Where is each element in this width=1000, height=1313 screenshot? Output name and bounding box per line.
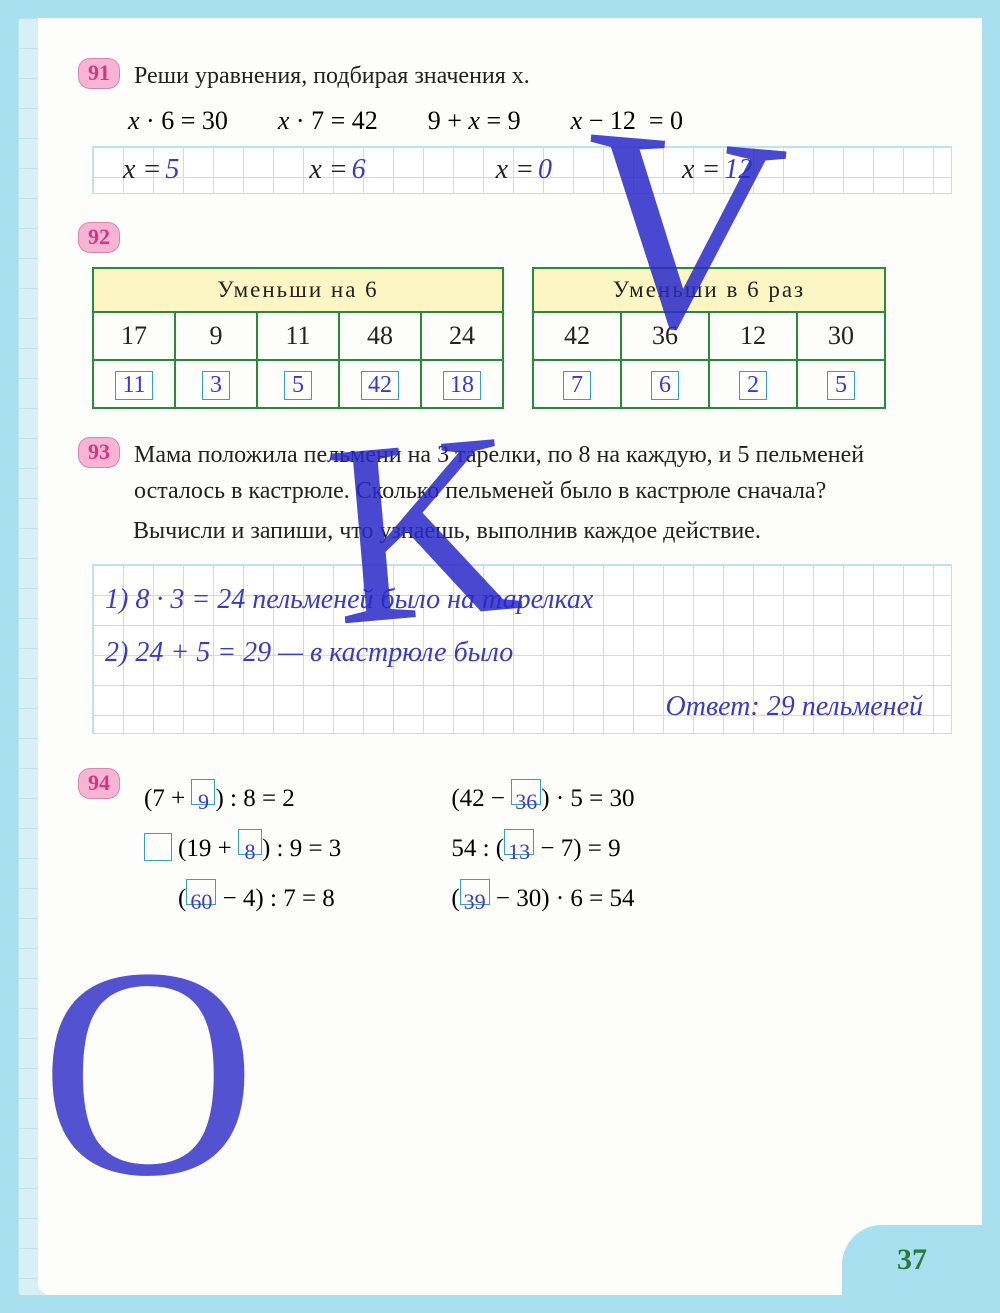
cell-answer: 5: [797, 360, 885, 408]
task91-prompt: Реши уравнения, подбирая значения x.: [134, 63, 530, 89]
checkbox-icon: [144, 833, 172, 861]
ans2: x = 6: [309, 154, 365, 186]
cell-answer: 5: [257, 360, 339, 408]
tables-row: Уменьши на 6 17 9 11 48 24 11 3 5 42 18: [92, 267, 952, 409]
expr: (19 + 8) : 9 = 3: [144, 824, 341, 874]
task94-left-col: (7 + 9) : 8 = 2 (19 + 8) : 9 = 3 (60 − 4…: [144, 774, 341, 924]
ans4: x = 12: [682, 154, 752, 186]
cell: 12: [709, 312, 797, 360]
task-text: Реши уравнения, подбирая значения x.: [134, 58, 938, 94]
task-93: 93 Мама положила пельмени на 3 тарелки, …: [78, 437, 952, 734]
cell: 11: [257, 312, 339, 360]
eq1: x · 6 = 30: [128, 106, 228, 136]
equation-row: x · 6 = 30 x · 7 = 42 9 + x = 9 x − 12 =…: [128, 106, 952, 136]
eq4: x − 12 = 0: [571, 106, 683, 136]
task-91: 91 Реши уравнения, подбирая значения x. …: [78, 58, 952, 194]
cell-answer: 42: [339, 360, 421, 408]
task94-right-col: (42 − 36) · 5 = 30 54 : (13 − 7) = 9 (39…: [451, 774, 634, 924]
work-line-3: Ответ: 29 пельменей: [105, 680, 943, 733]
cell: 30: [797, 312, 885, 360]
work-line-2: 2) 24 + 5 = 29 — в кастрюле было: [105, 626, 943, 679]
cell-answer: 6: [621, 360, 709, 408]
task-text: Мама положила пельмени на 3 тарелки, по …: [134, 437, 938, 509]
table-divide-6: Уменьши в 6 раз 42 36 12 30 7 6 2 5: [532, 267, 886, 409]
cell-answer: 7: [533, 360, 621, 408]
cell-answer: 18: [421, 360, 503, 408]
work-line-1: 1) 8 · 3 = 24 пельменей было на тарелках: [105, 573, 943, 626]
expr: 54 : (13 − 7) = 9: [451, 824, 634, 874]
cell-answer: 11: [93, 360, 175, 408]
answer-strip: x = 5 x = 6 x = 0 x = 12: [92, 146, 952, 194]
ans3: x = 0: [496, 154, 552, 186]
page-number: 37: [897, 1243, 927, 1277]
eq3: 9 + x = 9: [428, 106, 521, 136]
expr: (60 − 4) : 7 = 8: [144, 874, 341, 924]
eq2: x · 7 = 42: [278, 106, 378, 136]
ans1: x = 5: [123, 154, 179, 186]
task94-columns: (7 + 9) : 8 = 2 (19 + 8) : 9 = 3 (60 − 4…: [144, 774, 635, 924]
page-number-corner: 37: [842, 1225, 982, 1295]
cell: 17: [93, 312, 175, 360]
task-94: 94 (7 + 9) : 8 = 2 (19 + 8) : 9 = 3 (60 …: [78, 768, 952, 924]
expr: (42 − 36) · 5 = 30: [451, 774, 634, 824]
task-text-2: Вычисли и запиши, что узнаешь, выполнив …: [133, 513, 952, 550]
cell: 36: [621, 312, 709, 360]
table-header: Уменьши на 6: [93, 268, 503, 312]
cell-answer: 2: [709, 360, 797, 408]
cell: 24: [421, 312, 503, 360]
cell: 48: [339, 312, 421, 360]
expr: (7 + 9) : 8 = 2: [144, 774, 341, 824]
task-92: 92 Уменьши на 6 17 9 11 48 24 11 3 5 42 …: [78, 222, 952, 409]
task-number-badge: 93: [78, 437, 120, 468]
expr: (39 − 30) · 6 = 54: [451, 874, 634, 924]
task-number-badge: 91: [78, 58, 120, 89]
cell: 9: [175, 312, 257, 360]
cell: 42: [533, 312, 621, 360]
task-number-badge: 94: [78, 768, 120, 799]
table-header: Уменьши в 6 раз: [533, 268, 885, 312]
task-number-badge: 92: [78, 222, 120, 253]
cell-answer: 3: [175, 360, 257, 408]
workbook-page: 91 Реши уравнения, подбирая значения x. …: [38, 18, 982, 1295]
work-area: 1) 8 · 3 = 24 пельменей было на тарелках…: [92, 564, 952, 734]
table-subtract-6: Уменьши на 6 17 9 11 48 24 11 3 5 42 18: [92, 267, 504, 409]
